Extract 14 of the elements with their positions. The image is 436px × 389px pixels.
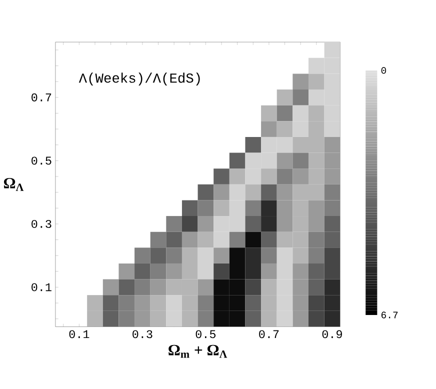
color-bar-label: 6.7 — [381, 312, 398, 318]
color-bar-label: 0 — [381, 66, 386, 74]
y-tick-label: 0.1 — [32, 283, 52, 291]
x-tick-label: 0.5 — [196, 330, 216, 338]
x-tick-label: 0.1 — [69, 330, 90, 338]
y-tick-label: 0.5 — [32, 156, 52, 164]
x-tick-label: 0.7 — [259, 330, 279, 338]
y-axis-title: Ω$_{Λ}$ — [4, 178, 24, 191]
y-tick-label: 0.3 — [32, 220, 52, 228]
text: Λ(Weeks)/Λ(EdS) — [78, 72, 200, 86]
x-axis-title: Ω$_{m}$ + Ω$_{Λ}$ — [168, 344, 228, 358]
x-tick-label: 0.9 — [322, 330, 342, 338]
x-tick-label: 0.3 — [132, 330, 152, 338]
y-tick-label: 0.7 — [32, 93, 52, 102]
